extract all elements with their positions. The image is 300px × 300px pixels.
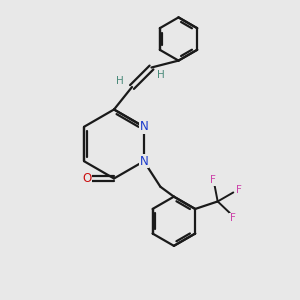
Text: N: N <box>140 155 148 168</box>
Text: F: F <box>230 213 236 223</box>
Text: H: H <box>157 70 164 80</box>
Text: N: N <box>140 120 148 133</box>
Text: O: O <box>82 172 91 185</box>
Text: F: F <box>236 185 242 195</box>
Text: H: H <box>116 76 123 86</box>
Text: F: F <box>210 176 216 185</box>
